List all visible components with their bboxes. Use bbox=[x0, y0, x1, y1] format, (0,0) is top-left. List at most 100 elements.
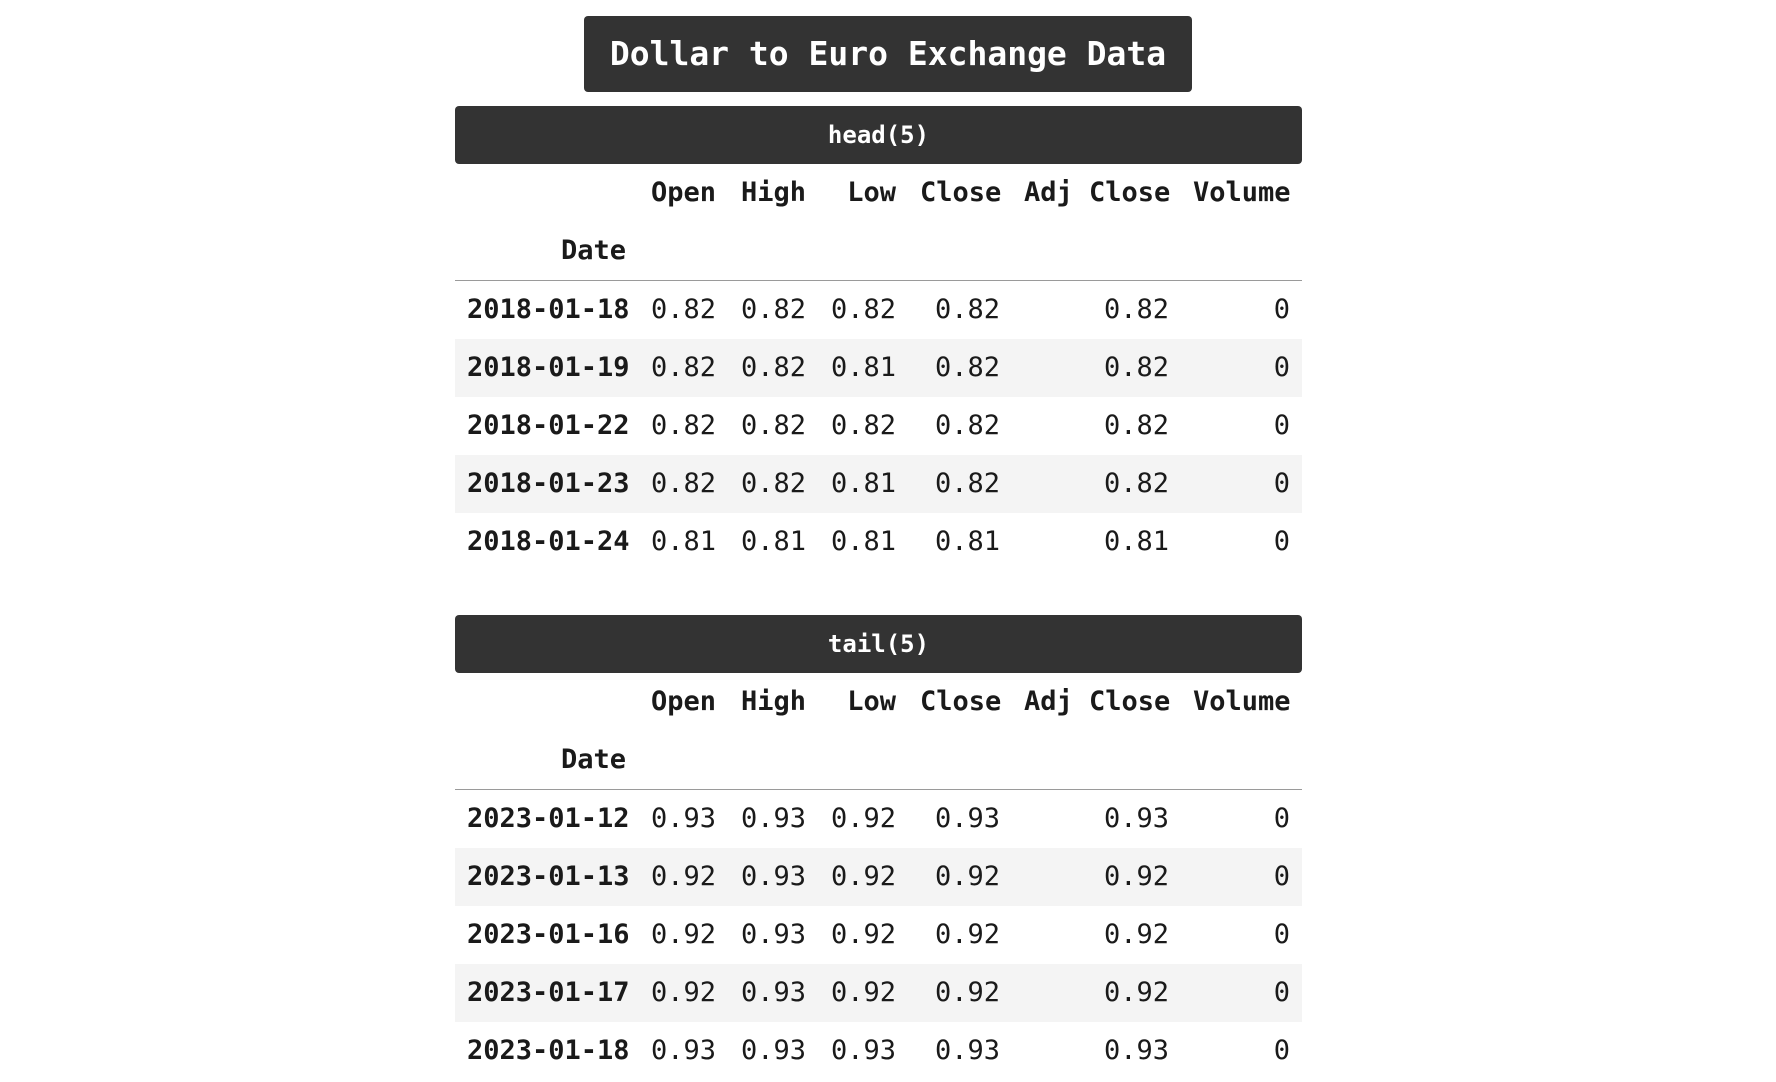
row-date: 2023-01-16 bbox=[467, 919, 630, 950]
cell-close: 0.82 bbox=[934, 294, 1000, 325]
cell-adj-close: 0.92 bbox=[1103, 977, 1169, 1008]
cell-high: 0.82 bbox=[740, 294, 806, 325]
tail-table-section: tail(5) Open High Low Close Adj Close Vo… bbox=[455, 615, 1302, 1080]
cell-high: 0.93 bbox=[740, 919, 806, 950]
index-header-blank bbox=[818, 222, 908, 281]
cell-high: 0.82 bbox=[740, 468, 806, 499]
column-header-open: Open bbox=[650, 177, 716, 208]
index-header-blank bbox=[1012, 731, 1181, 790]
cell-volume: 0 bbox=[1273, 919, 1290, 950]
cell-close: 0.93 bbox=[934, 803, 1000, 834]
index-header-blank bbox=[638, 731, 728, 790]
cell-close: 0.82 bbox=[934, 468, 1000, 499]
row-date: 2018-01-19 bbox=[467, 352, 630, 383]
cell-adj-close: 0.92 bbox=[1103, 919, 1169, 950]
column-header-high: High bbox=[740, 686, 806, 717]
table-row: 2018-01-19 0.82 0.82 0.81 0.82 0.82 0 bbox=[455, 339, 1302, 397]
column-header-volume: Volume bbox=[1193, 177, 1291, 208]
table-row: 2023-01-17 0.92 0.93 0.92 0.92 0.92 0 bbox=[455, 964, 1302, 1022]
index-header-blank bbox=[638, 222, 728, 281]
cell-adj-close: 0.82 bbox=[1103, 352, 1169, 383]
cell-close: 0.81 bbox=[934, 526, 1000, 557]
table-row: 2023-01-13 0.92 0.93 0.92 0.92 0.92 0 bbox=[455, 848, 1302, 906]
cell-adj-close: 0.82 bbox=[1103, 468, 1169, 499]
cell-volume: 0 bbox=[1273, 1035, 1290, 1066]
cell-volume: 0 bbox=[1273, 526, 1290, 557]
cell-low: 0.81 bbox=[830, 352, 896, 383]
cell-volume: 0 bbox=[1273, 352, 1290, 383]
cell-low: 0.92 bbox=[830, 803, 896, 834]
cell-high: 0.93 bbox=[740, 803, 806, 834]
cell-open: 0.82 bbox=[650, 294, 716, 325]
column-header-low: Low bbox=[847, 686, 896, 717]
table-row: 2018-01-22 0.82 0.82 0.82 0.82 0.82 0 bbox=[455, 397, 1302, 455]
title-container: Dollar to Euro Exchange Data bbox=[0, 16, 1776, 92]
index-header-blank bbox=[1181, 222, 1302, 281]
head-table-body: 2018-01-18 0.82 0.82 0.82 0.82 0.82 0 20… bbox=[455, 281, 1302, 572]
cell-low: 0.92 bbox=[830, 919, 896, 950]
column-header-high: High bbox=[740, 177, 806, 208]
row-date: 2023-01-17 bbox=[467, 977, 630, 1008]
head-caption: head(5) bbox=[455, 106, 1302, 164]
cell-volume: 0 bbox=[1273, 861, 1290, 892]
cell-low: 0.82 bbox=[830, 294, 896, 325]
column-header-row: Open High Low Close Adj Close Volume bbox=[455, 673, 1302, 731]
table-row: 2023-01-12 0.93 0.93 0.92 0.93 0.93 0 bbox=[455, 790, 1302, 849]
table-row: 2018-01-18 0.82 0.82 0.82 0.82 0.82 0 bbox=[455, 281, 1302, 340]
index-header-blank bbox=[1012, 222, 1181, 281]
cell-open: 0.82 bbox=[650, 352, 716, 383]
cell-low: 0.92 bbox=[830, 861, 896, 892]
row-date: 2023-01-13 bbox=[467, 861, 630, 892]
row-date: 2018-01-24 bbox=[467, 526, 630, 557]
cell-open: 0.93 bbox=[650, 1035, 716, 1066]
cell-high: 0.93 bbox=[740, 861, 806, 892]
tail-caption: tail(5) bbox=[455, 615, 1302, 673]
cell-adj-close: 0.93 bbox=[1103, 803, 1169, 834]
cell-volume: 0 bbox=[1273, 468, 1290, 499]
cell-open: 0.92 bbox=[650, 977, 716, 1008]
cell-high: 0.82 bbox=[740, 352, 806, 383]
index-header-date: Date bbox=[455, 222, 638, 281]
cell-open: 0.81 bbox=[650, 526, 716, 557]
cell-high: 0.81 bbox=[740, 526, 806, 557]
cell-adj-close: 0.82 bbox=[1103, 294, 1169, 325]
index-header-blank bbox=[728, 731, 818, 790]
index-header-blank bbox=[908, 731, 1012, 790]
row-date: 2018-01-18 bbox=[467, 294, 630, 325]
cell-volume: 0 bbox=[1273, 803, 1290, 834]
index-header-row: Date bbox=[455, 222, 1302, 281]
row-date: 2018-01-23 bbox=[467, 468, 630, 499]
index-header-blank bbox=[728, 222, 818, 281]
row-date: 2023-01-12 bbox=[467, 803, 630, 834]
column-header-volume: Volume bbox=[1193, 686, 1291, 717]
cell-adj-close: 0.81 bbox=[1103, 526, 1169, 557]
column-header-open: Open bbox=[650, 686, 716, 717]
table-row: 2018-01-23 0.82 0.82 0.81 0.82 0.82 0 bbox=[455, 455, 1302, 513]
column-header-row: Open High Low Close Adj Close Volume bbox=[455, 164, 1302, 222]
cell-low: 0.81 bbox=[830, 526, 896, 557]
cell-close: 0.82 bbox=[934, 352, 1000, 383]
cell-close: 0.92 bbox=[934, 861, 1000, 892]
table-row: 2023-01-16 0.92 0.93 0.92 0.92 0.92 0 bbox=[455, 906, 1302, 964]
cell-adj-close: 0.93 bbox=[1103, 1035, 1169, 1066]
column-header-blank bbox=[455, 164, 638, 222]
cell-high: 0.93 bbox=[740, 1035, 806, 1066]
row-date: 2023-01-18 bbox=[467, 1035, 630, 1066]
column-header-close: Close bbox=[920, 686, 1002, 717]
cell-low: 0.93 bbox=[830, 1035, 896, 1066]
row-date: 2018-01-22 bbox=[467, 410, 630, 441]
cell-high: 0.93 bbox=[740, 977, 806, 1008]
cell-high: 0.82 bbox=[740, 410, 806, 441]
cell-adj-close: 0.82 bbox=[1103, 410, 1169, 441]
column-header-blank bbox=[455, 673, 638, 731]
column-header-adj-close: Adj Close bbox=[1024, 177, 1171, 208]
cell-open: 0.92 bbox=[650, 861, 716, 892]
index-header-blank bbox=[818, 731, 908, 790]
cell-low: 0.81 bbox=[830, 468, 896, 499]
cell-low: 0.82 bbox=[830, 410, 896, 441]
tail-table-body: 2023-01-12 0.93 0.93 0.92 0.93 0.93 0 20… bbox=[455, 790, 1302, 1081]
column-header-adj-close: Adj Close bbox=[1024, 686, 1171, 717]
table-row: 2018-01-24 0.81 0.81 0.81 0.81 0.81 0 bbox=[455, 513, 1302, 571]
cell-open: 0.82 bbox=[650, 468, 716, 499]
head-table-section: head(5) Open High Low Close Adj Close Vo… bbox=[455, 106, 1302, 571]
